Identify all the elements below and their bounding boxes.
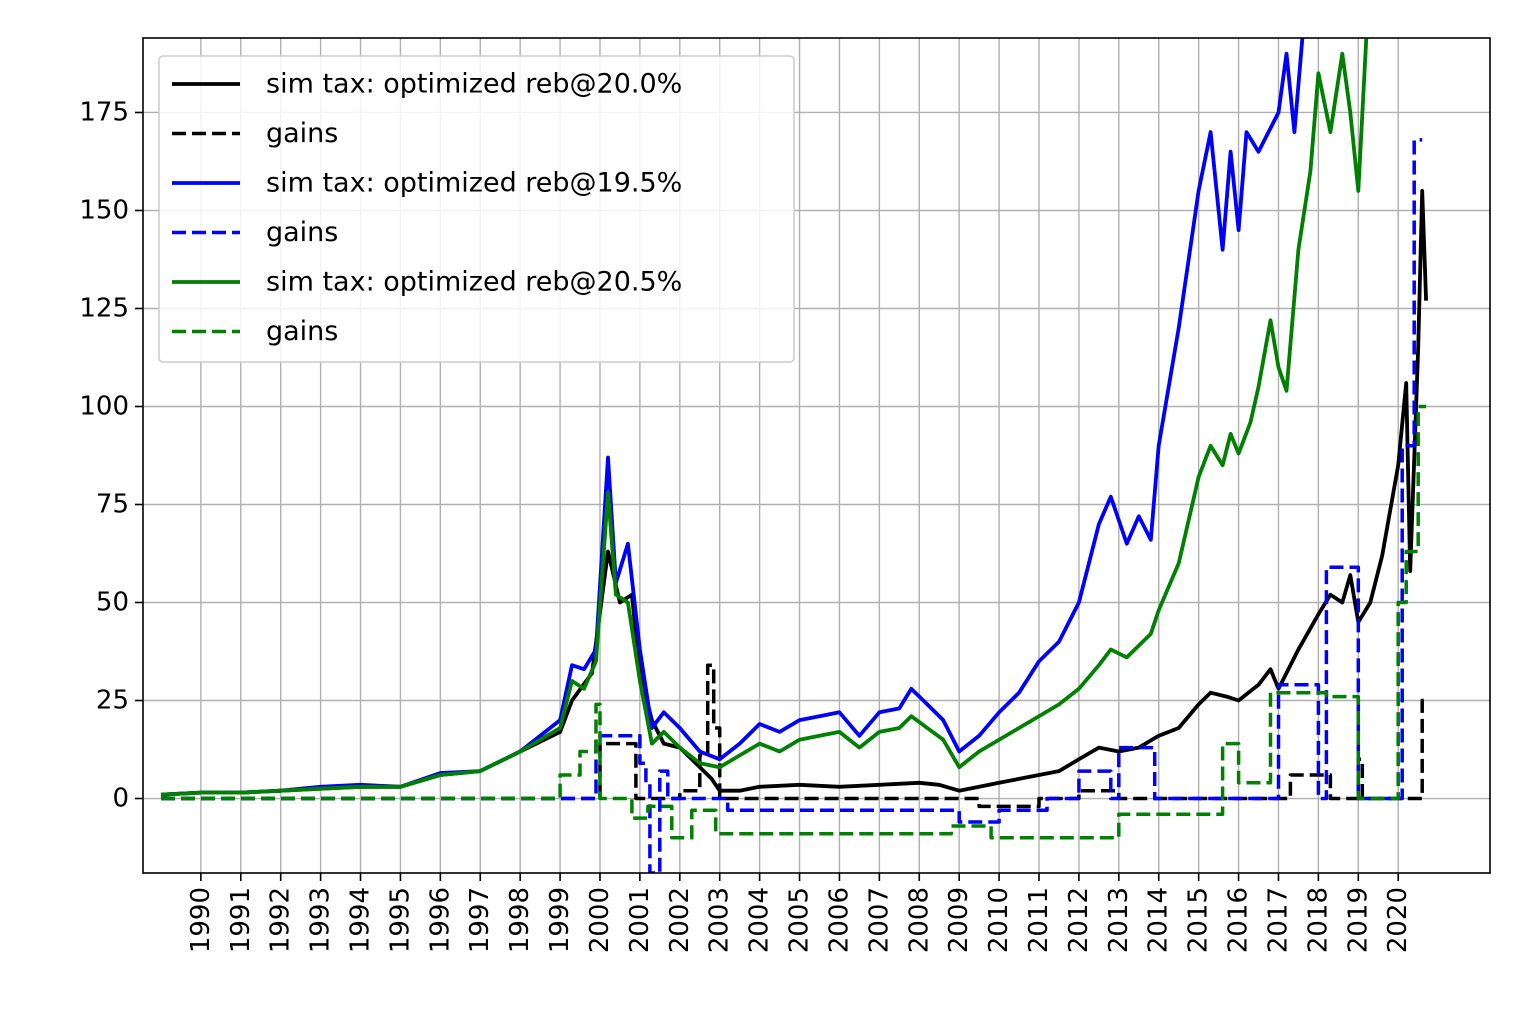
- x-tick-label: 2002: [665, 887, 695, 953]
- x-tick-label: 2004: [745, 887, 775, 953]
- y-tick-label: 75: [96, 490, 129, 520]
- x-tick-label: 1991: [226, 887, 256, 953]
- x-tick-label: 2010: [984, 887, 1014, 953]
- x-tick-label: 2005: [785, 887, 815, 953]
- y-tick-label: 100: [79, 391, 129, 421]
- x-tick-label: 2019: [1343, 887, 1373, 953]
- plot-area: [160, 38, 1428, 873]
- y-tick-label: 150: [79, 195, 129, 225]
- x-tick-label: 2012: [1064, 887, 1094, 953]
- legend-label-2: sim tax: optimized reb@19.5%: [266, 168, 682, 199]
- x-tick-label: 2003: [705, 887, 735, 953]
- legend-label-5: gains: [266, 316, 338, 347]
- x-tick-label: 2018: [1303, 887, 1333, 953]
- x-tick-label: 2015: [1184, 887, 1214, 953]
- x-tick-label: 2000: [585, 887, 615, 953]
- x-tick-label: 1996: [425, 887, 455, 953]
- plot-frame: [142, 37, 1491, 874]
- y-tick-label: 25: [96, 686, 129, 716]
- legend-label-4: sim tax: optimized reb@20.5%: [266, 267, 682, 298]
- legend-label-0: sim tax: optimized reb@20.0%: [266, 69, 682, 100]
- x-tick-label: 1993: [306, 887, 336, 953]
- x-tick-label: 1990: [186, 887, 216, 953]
- x-tick-label: 2009: [944, 887, 974, 953]
- y-tick-label: 125: [79, 293, 129, 323]
- y-tick-label: 175: [79, 97, 129, 127]
- x-tick-label: 1992: [266, 887, 296, 953]
- series-line-4: [160, 38, 1369, 797]
- legend-label-1: gains: [266, 118, 338, 149]
- series-line-2: [160, 38, 1305, 797]
- legend: sim tax: optimized reb@20.0% gains sim tax…: [158, 55, 795, 363]
- y-tick-label: 0: [112, 784, 129, 814]
- y-tick-label: 50: [96, 588, 129, 618]
- axes: 1990 1991 1992 1993 1994 1995 1996 1997 1998 1999…: [79, 97, 1413, 953]
- x-tick-label: 2013: [1104, 887, 1134, 953]
- series-line-5: [161, 404, 1427, 840]
- x-tick-label: 2008: [904, 887, 934, 953]
- x-tick-label: 2020: [1383, 887, 1413, 953]
- series-line-3: [161, 138, 1423, 873]
- legend-box: [158, 55, 795, 363]
- x-tick-label: 2016: [1224, 887, 1254, 953]
- x-tick-label: 2006: [824, 887, 854, 953]
- x-tick-label: 1994: [346, 887, 376, 953]
- x-tick-label: 1998: [505, 887, 535, 953]
- x-tick-label: 2014: [1144, 887, 1174, 953]
- x-tick-label: 1995: [385, 887, 415, 953]
- x-tick-label: 1997: [465, 887, 495, 953]
- legend-label-3: gains: [266, 217, 338, 248]
- x-tick-label: 2007: [864, 887, 894, 953]
- x-tick-label: 2011: [1024, 887, 1054, 953]
- x-tick-label: 1999: [545, 887, 575, 953]
- x-tick-label: 2001: [625, 887, 655, 953]
- x-tick-label: 2017: [1263, 887, 1293, 953]
